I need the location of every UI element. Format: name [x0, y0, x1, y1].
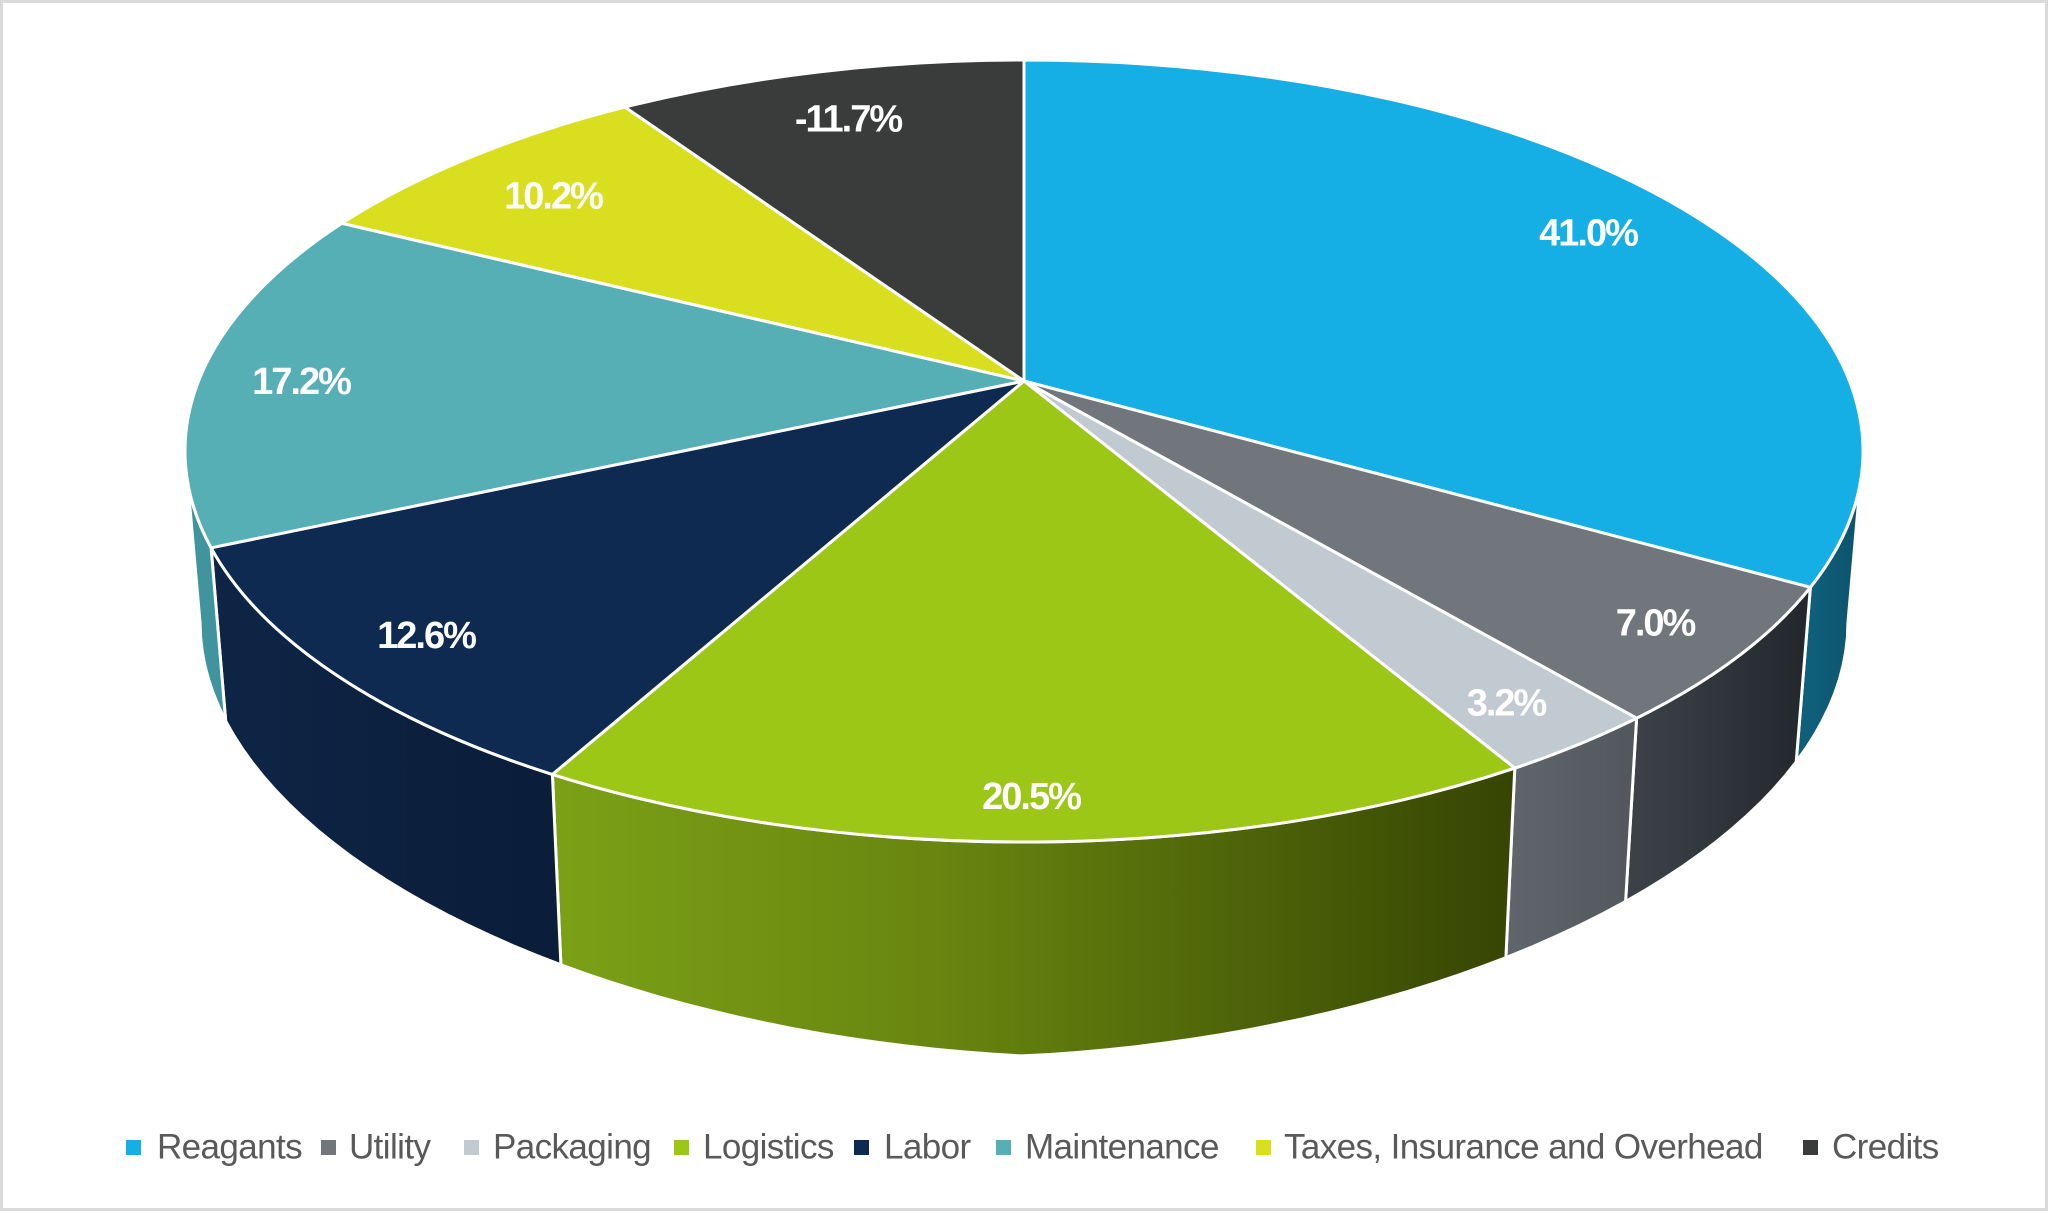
svg-text:-11.7%: -11.7%	[795, 99, 903, 141]
svg-text:17.2%: 17.2%	[252, 361, 351, 403]
svg-text:Maintenance: Maintenance	[1025, 1128, 1219, 1167]
svg-text:Logistics: Logistics	[703, 1128, 834, 1167]
svg-text:12.6%: 12.6%	[377, 615, 476, 657]
svg-text:Credits: Credits	[1832, 1128, 1939, 1167]
svg-text:Labor: Labor	[884, 1128, 971, 1167]
svg-text:Packaging: Packaging	[493, 1128, 651, 1167]
svg-text:Reagants: Reagants	[157, 1128, 302, 1167]
svg-text:Utility: Utility	[349, 1128, 431, 1167]
svg-text:41.0%: 41.0%	[1539, 213, 1638, 255]
svg-text:Taxes, Insurance and Overhead: Taxes, Insurance and Overhead	[1284, 1128, 1763, 1167]
svg-text:10.2%: 10.2%	[504, 176, 603, 218]
svg-text:20.5%: 20.5%	[982, 776, 1081, 818]
svg-text:3.2%: 3.2%	[1467, 683, 1547, 725]
svg-text:7.0%: 7.0%	[1616, 603, 1696, 645]
